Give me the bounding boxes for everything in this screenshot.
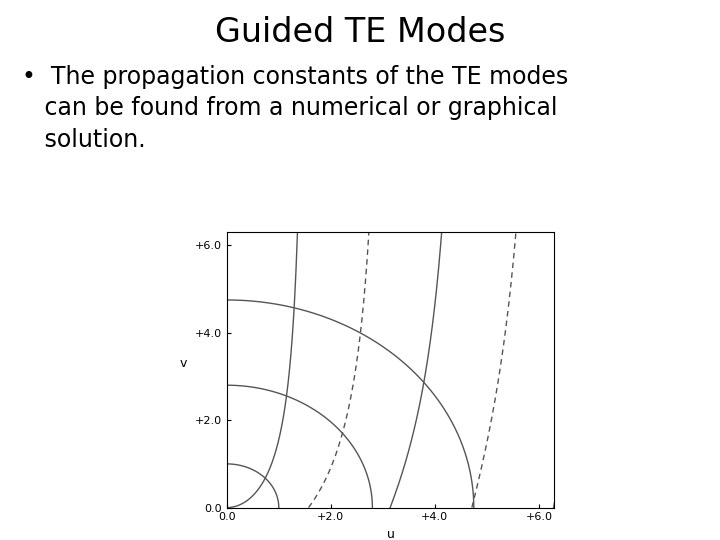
Text: Guided TE Modes: Guided TE Modes (215, 16, 505, 49)
X-axis label: u: u (387, 528, 395, 540)
Y-axis label: v: v (180, 357, 187, 370)
Text: •  The propagation constants of the TE modes
   can be found from a numerical or: • The propagation constants of the TE mo… (22, 65, 568, 152)
